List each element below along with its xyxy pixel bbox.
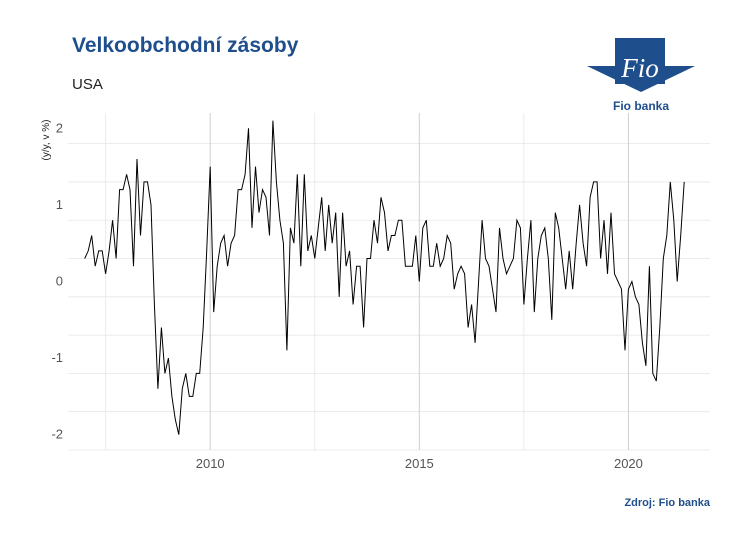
x-tick-label: 2020 bbox=[614, 456, 643, 471]
y-tick-label: -2 bbox=[51, 427, 63, 442]
x-tick-label: 2010 bbox=[196, 456, 225, 471]
logo-square bbox=[615, 38, 665, 84]
series-line bbox=[84, 120, 685, 435]
x-axis-ticks: 2010 2015 2020 bbox=[196, 456, 643, 471]
source-note: Zdroj: Fio banka bbox=[624, 497, 710, 509]
y-tick-label: 1 bbox=[56, 197, 63, 212]
y-tick-label: 0 bbox=[56, 274, 63, 289]
fio-banka-logo: Fio Fio banka bbox=[585, 34, 697, 114]
logo-mark-text: Fio bbox=[620, 53, 659, 83]
y-axis-ticks: -2 -1 0 1 2 bbox=[51, 120, 63, 441]
x-tick-label: 2015 bbox=[405, 456, 434, 471]
y-axis-label: (y/y, v %) bbox=[41, 120, 52, 161]
y-tick-label: 2 bbox=[56, 120, 63, 135]
chart-grid bbox=[68, 113, 710, 451]
chart-subtitle: USA bbox=[72, 76, 103, 93]
fio-logo-icon: Fio Fio banka bbox=[587, 38, 695, 113]
chart-title: Velkoobchodní zásoby bbox=[72, 34, 299, 57]
logo-brand-name: Fio banka bbox=[613, 99, 669, 113]
y-tick-label: -1 bbox=[51, 350, 63, 365]
